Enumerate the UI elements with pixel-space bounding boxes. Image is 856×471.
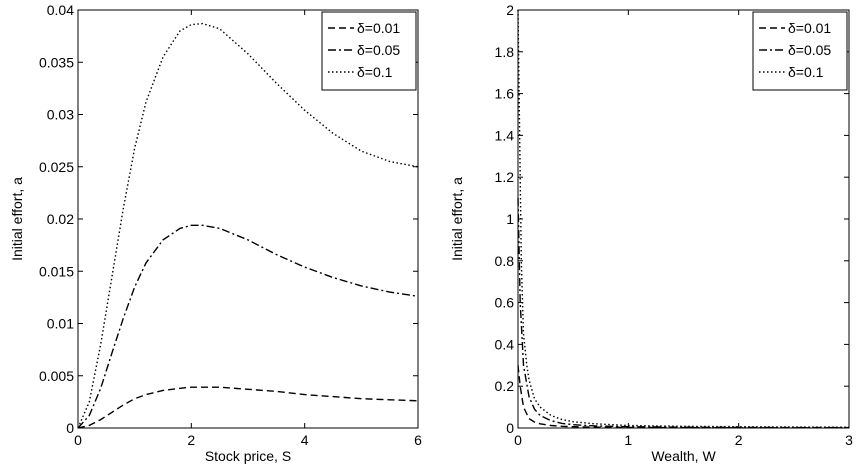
x-axis-title: Wealth, W: [651, 448, 716, 464]
y-tick-label: 1.4: [495, 127, 515, 143]
y-tick-label: 0: [506, 420, 514, 436]
y-axis-title: Initial effort, a: [449, 177, 465, 261]
x-tick-label: 0: [514, 432, 522, 448]
x-tick-label: 2: [735, 432, 743, 448]
y-tick-label: 0.03: [47, 107, 74, 123]
left-chart-panel: 0 0.005 0.01 0.015 0.02 0.025 0.03 0.035 0.04 0 2 4…: [9, 2, 422, 464]
right-chart-panel: 0 0.2 0.4 0.6 0.8 1 1.2 1.4 1.6 1.8 2 0 1 2 3 Wealth, W…: [449, 2, 853, 464]
y-tick-label: 0.02: [47, 211, 74, 227]
y-tick-label: 0.6: [495, 295, 515, 311]
y-tick-label: 1.6: [495, 86, 515, 102]
legend-label-2: δ=0.05: [357, 42, 400, 58]
series-line-1: [77, 386, 419, 429]
legend-label-3: δ=0.1: [788, 64, 824, 80]
y-tick-label: 0.4: [495, 336, 515, 352]
y-tick-label: 0.04: [47, 2, 74, 18]
y-axis-title: Initial effort, a: [9, 177, 25, 261]
x-axis-title: Stock price, S: [205, 448, 291, 464]
x-tick-label: 1: [624, 432, 632, 448]
y-tick-label: 1: [506, 211, 514, 227]
legend: δ=0.01 δ=0.05 δ=0.1: [321, 11, 417, 91]
legend-label-3: δ=0.1: [357, 64, 393, 80]
y-tick-label: 0: [66, 420, 74, 436]
legend-label-2: δ=0.05: [788, 42, 831, 58]
x-tick-label: 2: [187, 432, 195, 448]
x-tick-label: 6: [414, 432, 422, 448]
x-tick-label: 3: [845, 432, 853, 448]
legend-label-1: δ=0.01: [357, 20, 400, 36]
y-tick-label: 0.035: [39, 54, 74, 70]
series-line-2: [517, 198, 849, 429]
legend: δ=0.01 δ=0.05 δ=0.1: [752, 11, 848, 91]
legend-label-1: δ=0.01: [788, 20, 831, 36]
series-line-2: [77, 224, 419, 429]
y-tick-label: 0.025: [39, 159, 74, 175]
legend-box: [321, 11, 417, 91]
y-tick-label: 2: [506, 2, 514, 18]
series-line-1: [517, 365, 849, 429]
y-tick-label: 0.015: [39, 263, 74, 279]
y-tick-label: 0.2: [495, 378, 515, 394]
series-line-3: [77, 22, 419, 429]
y-tick-label: 0.8: [495, 253, 515, 269]
y-tick-label: 0.01: [47, 316, 74, 332]
x-tick-label: 4: [301, 432, 309, 448]
y-tick-label: 0.005: [39, 368, 74, 384]
y-tick-label: 1.8: [495, 44, 515, 60]
y-tick-label: 1.2: [495, 169, 515, 185]
x-tick-label: 0: [74, 432, 82, 448]
legend-box: [752, 11, 848, 91]
